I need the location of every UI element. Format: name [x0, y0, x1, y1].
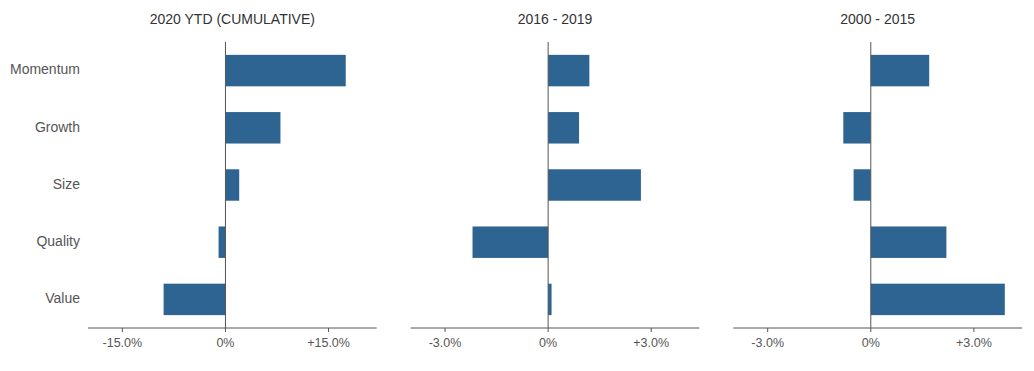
chart-title: 2000 - 2015 — [840, 11, 915, 27]
chart-title: 2020 YTD (CUMULATIVE) — [150, 11, 315, 27]
bar — [548, 112, 579, 143]
bar — [854, 169, 871, 200]
bar — [548, 169, 641, 200]
bars — [843, 55, 1005, 315]
figure: 2020 YTD (CUMULATIVE) Momentum Growth Size Q… — [0, 0, 1034, 371]
panel: 2000 - 2015 -3.0% 0% +3.0% — [733, 11, 1022, 350]
x-tick-label: 0% — [216, 336, 234, 350]
zero-line — [548, 42, 549, 328]
category-label: Growth — [35, 119, 80, 135]
x-tick-label: 0% — [539, 336, 557, 350]
x-axis-line — [411, 328, 700, 329]
bars — [473, 55, 641, 315]
bar — [871, 55, 929, 86]
x-tick-label: -15.0% — [103, 336, 143, 350]
x-tick — [328, 328, 329, 332]
x-tick-label: -3.0% — [751, 336, 784, 350]
bar — [871, 226, 947, 257]
bar — [225, 112, 280, 143]
category-label: Value — [45, 290, 80, 306]
zero-line — [225, 42, 226, 328]
bar — [164, 284, 226, 315]
zero-line — [870, 42, 871, 328]
x-tick — [973, 328, 974, 332]
x-tick — [548, 328, 549, 332]
x-axis-line — [733, 328, 1022, 329]
bar — [843, 112, 870, 143]
category-label: Quality — [36, 233, 80, 249]
bar — [473, 226, 549, 257]
bars — [164, 55, 346, 315]
x-tick — [225, 328, 226, 332]
category-label: Size — [53, 176, 80, 192]
x-tick — [651, 328, 652, 332]
bar — [225, 55, 345, 86]
x-tick — [445, 328, 446, 332]
bar — [548, 55, 589, 86]
panel: 2016 - 2019 -3.0% 0% +3.0% — [411, 11, 700, 350]
x-tick-label: -3.0% — [429, 336, 462, 350]
x-axis-line — [88, 328, 377, 329]
x-tick — [870, 328, 871, 332]
x-tick-label: +3.0% — [956, 336, 992, 350]
bar — [548, 284, 551, 315]
x-tick — [122, 328, 123, 332]
x-tick-label: +3.0% — [633, 336, 669, 350]
x-tick-label: 0% — [862, 336, 880, 350]
category-label: Momentum — [10, 61, 80, 77]
x-tick-label: +15.0% — [307, 336, 350, 350]
bar — [225, 169, 239, 200]
bar — [219, 226, 226, 257]
x-tick — [767, 328, 768, 332]
chart-title: 2016 - 2019 — [518, 11, 593, 27]
bar — [871, 284, 1005, 315]
panel: 2020 YTD (CUMULATIVE) Momentum Growth Size Q… — [10, 11, 377, 350]
